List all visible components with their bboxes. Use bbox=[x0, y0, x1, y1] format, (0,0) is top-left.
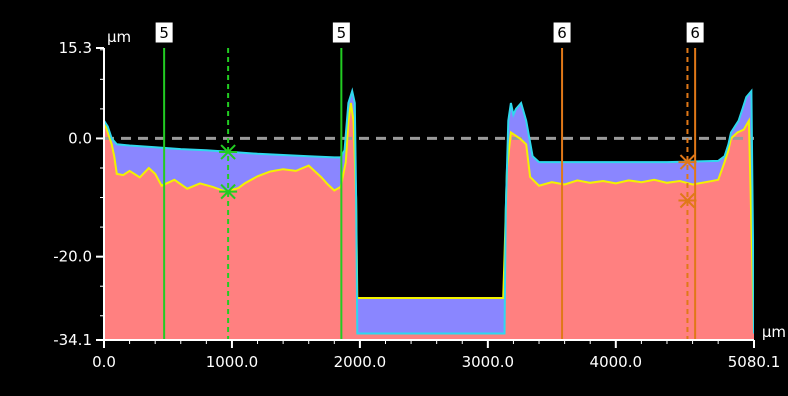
cursor-group: 5 5 6 6 bbox=[154, 21, 705, 340]
x-axis-unit: µm bbox=[762, 323, 786, 341]
cursor-label-1: 5 bbox=[159, 24, 169, 42]
fill-below-area-group bbox=[104, 103, 754, 340]
cursor-cross-marker-5-2 bbox=[678, 192, 697, 209]
y-tick-label-1: 15.3 bbox=[59, 39, 92, 57]
cursor-cross-marker-5-1 bbox=[678, 154, 697, 170]
x-tick-label-3: 2000.0 bbox=[334, 353, 387, 371]
cursor-label-box-4 bbox=[552, 21, 572, 44]
upper-profile-line bbox=[104, 87, 754, 335]
cursor-label-3: 5 bbox=[337, 24, 347, 42]
y-tick-label-2: 0.0 bbox=[68, 129, 92, 147]
x-tick-label-6: 5080.1 bbox=[728, 353, 781, 371]
cursor-label-box-1 bbox=[154, 21, 174, 44]
y-tick-label-4: -34.1 bbox=[53, 331, 92, 349]
fill-below-lower-profile bbox=[104, 103, 754, 340]
x-tick-label-1: 0.0 bbox=[92, 353, 116, 371]
cursor-label-6: 6 bbox=[690, 24, 700, 42]
x-tick-label-5: 4000.0 bbox=[590, 353, 643, 371]
x-tick-label-2: 1000.0 bbox=[206, 353, 259, 371]
cursor-label-box-6 bbox=[685, 21, 705, 44]
x-tick-label-4: 3000.0 bbox=[462, 353, 515, 371]
cursor-label-box-3 bbox=[331, 21, 351, 44]
cursor-label-4: 6 bbox=[557, 24, 567, 42]
cursor-cross-marker-2-1 bbox=[219, 144, 238, 160]
axes-group: 15.30.0-20.0-34.10.0 1000.0 2000.0 3000.0 40… bbox=[53, 28, 786, 371]
y-axis-unit: µm bbox=[107, 28, 131, 46]
cursor-cross-marker-2-2 bbox=[219, 183, 238, 200]
y-tick-label-3: -20.0 bbox=[53, 248, 92, 266]
